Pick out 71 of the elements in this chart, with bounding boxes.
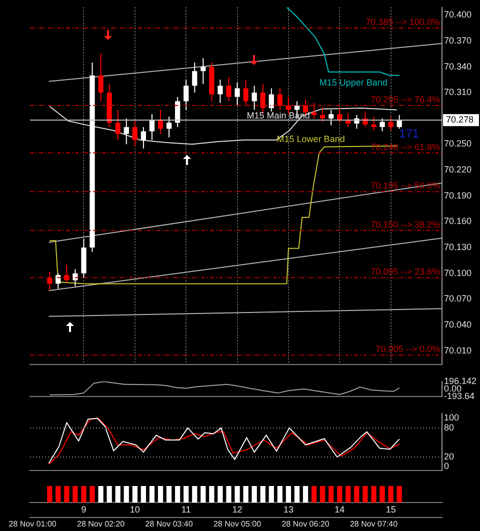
y-tick-label: 70.190 (444, 190, 472, 200)
y-tick-label: 70.340 (444, 61, 472, 72)
x2-tick-label: 13 (283, 504, 294, 514)
x2-tick-label: 12 (232, 504, 242, 514)
x2-tick-label: 11 (181, 504, 191, 514)
x2-tick-label: 14 (334, 504, 345, 514)
x2-tick-label: 9 (81, 504, 86, 514)
candlestick (371, 116, 376, 131)
ref-line-label: 70.295 --> 76.4% (370, 94, 440, 105)
candlestick (277, 88, 282, 110)
candlestick (124, 118, 129, 145)
candlestick (149, 114, 155, 140)
ref-line-label: 70.385 --> 100.0% (366, 17, 440, 28)
candlestick (328, 109, 334, 126)
candlestick (388, 116, 394, 131)
x2-tick-label: 15 (386, 504, 396, 514)
y-tick-label: -193.64 (444, 391, 475, 402)
x-tick-label: 28 Nov 01:00 (8, 519, 57, 528)
y-tick-label: 70.160 (444, 216, 472, 226)
y-tick-label: 0 (444, 461, 450, 472)
candlestick (311, 102, 317, 119)
candlestick (132, 120, 138, 146)
y-tick-label: 0.00 (444, 384, 462, 394)
y-tick-label: 20 (444, 452, 454, 462)
x-tick-label: 28 Nov 03:40 (145, 519, 194, 528)
candlestick (396, 114, 402, 130)
candlestick (115, 109, 120, 140)
candlestick (268, 88, 274, 112)
ref-line-label: 70.150 --> 38.2% (370, 219, 440, 230)
candlestick (158, 109, 164, 134)
y-tick-label: 70.220 (444, 164, 472, 175)
candlestick (243, 79, 248, 106)
ref-line-label: 70.005 --> 0.0% (376, 344, 440, 354)
candlestick (380, 118, 385, 132)
y-tick-label: 70.010 (444, 345, 472, 356)
x-tick-label: 28 Nov 06:20 (282, 519, 330, 528)
y-tick-label: 70.100 (444, 268, 472, 278)
y-tick-label: 70.040 (444, 319, 472, 330)
y-tick-label: 70.310 (444, 87, 472, 98)
series-label: M15 Upper Band (319, 77, 388, 88)
ref-line-label: 70.278 (446, 114, 474, 125)
candlestick (286, 96, 292, 115)
x-tick-label: 28 Nov 07:40 (350, 519, 398, 528)
candlestick (175, 96, 180, 128)
candlestick (218, 79, 223, 104)
ref-line-label: 70.095 --> 23.6% (370, 266, 440, 277)
y-tick-label: 100 (444, 412, 460, 423)
candlestick (98, 53, 104, 102)
y-tick-label: 70.400 (444, 10, 472, 20)
candlestick (184, 79, 189, 110)
annotation: 171 (399, 126, 420, 141)
x2-tick-label: 10 (130, 504, 140, 514)
candlestick (72, 268, 78, 287)
candlestick (140, 126, 146, 150)
x-tick-label: 28 Nov 05:00 (213, 519, 262, 528)
candlestick (166, 116, 172, 138)
candlestick (192, 62, 198, 94)
y-tick-label: 80 (444, 422, 454, 432)
series-label: M15 Lower Band (276, 134, 345, 144)
candlestick (47, 271, 52, 292)
candlestick (320, 106, 326, 122)
y-tick-label: 70.250 (444, 138, 472, 149)
candlestick (252, 85, 257, 110)
candlestick (200, 58, 206, 85)
y-tick-label: 196.142 (444, 376, 477, 386)
x-tick-label: 28 Nov 02:20 (77, 519, 126, 528)
candlestick (234, 82, 240, 106)
y-tick-label: 70.070 (444, 294, 472, 304)
candlestick (226, 76, 232, 102)
y-tick-label: 70.370 (444, 35, 472, 46)
y-tick-label: 70.130 (444, 242, 472, 252)
